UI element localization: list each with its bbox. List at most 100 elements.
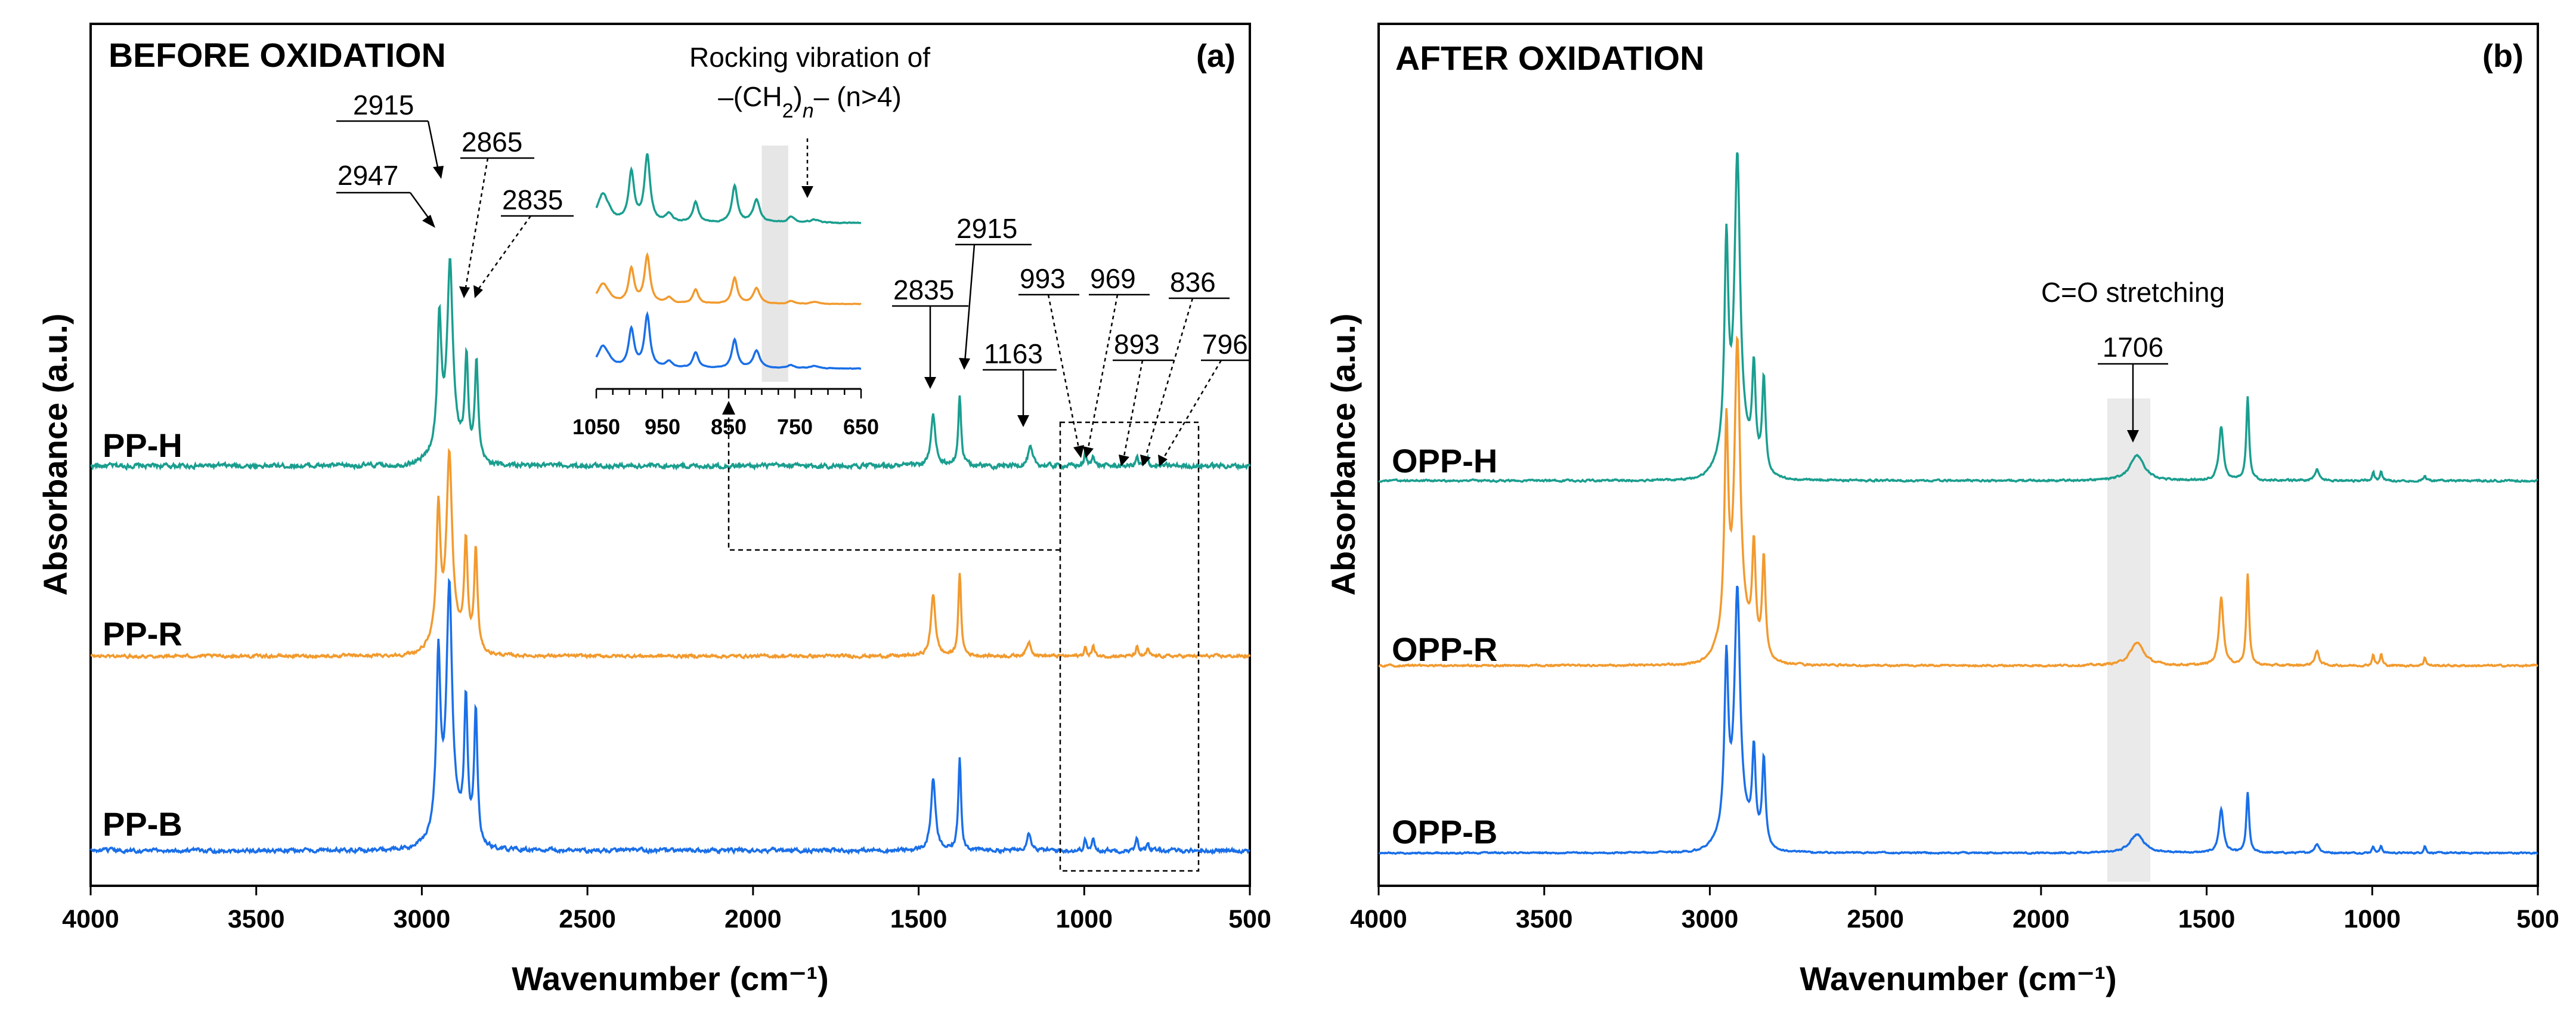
inset-rocking-vibration: Rocking vibration of –(CH2)n– (n>4) 1050… [572,42,930,439]
x-tick-label: 4000 [1350,905,1407,934]
panel-a-title: BEFORE OXIDATION [109,36,446,75]
x-tick-label: 3000 [394,905,451,934]
peak-label-2835: 2835 [502,184,563,215]
series-label-pp-r: PP-R [103,615,182,653]
series-line-pp-h [90,258,1251,471]
leader-2947 [409,192,432,221]
peak-label-836: 836 [1170,267,1216,298]
panel-b-x-axis-title: Wavenumber (cm⁻¹) [1800,960,2117,997]
x-tick-label: 2000 [2012,905,2070,934]
inset-series-lines [595,153,862,370]
carbonyl-annotation-title: C=O stretching [2041,277,2225,308]
panel-a-x-axis-title: Wavenumber (cm⁻¹) [512,960,829,997]
arrowhead-893 [1119,455,1129,466]
zoom-connector [727,412,1060,551]
x-tick-label: 3500 [1516,905,1573,934]
panel-a-frame [89,23,1251,887]
leader-2835 [476,215,532,292]
series-line-opp-h [1378,152,2538,483]
leader-969 [1086,294,1119,452]
panel-a-peak-labels: 2947 2915 2865 2835 2835 2915 1163 993 9… [338,89,1248,369]
peak-label-1163: 1163 [984,338,1043,369]
panel-a-x-ticks: 4000 3500 3000 2500 2000 1500 1000 500 [62,886,1271,934]
panel-b-letter: (b) [2482,38,2524,74]
panel-a-y-axis-title: Absorbance (a.u.) [36,314,74,596]
arrowhead-2915 [433,166,444,179]
inset-line-pp-r [595,252,862,305]
leader-2915 [427,120,440,174]
arrowhead-836 [1140,455,1151,466]
peak-label-2865: 2865 [462,126,522,157]
x-tick-label: 2000 [724,905,782,934]
series-label-pp-h: PP-H [103,426,182,464]
series-label-opp-h: OPP-H [1392,442,1497,480]
inset-tick-label: 650 [843,415,879,439]
series-line-pp-b [89,577,1250,855]
arrowhead-2915-b [959,358,970,370]
series-line-opp-r [1378,335,2538,668]
peak-label-2947: 2947 [338,160,398,191]
x-tick-label: 3500 [228,905,285,934]
panel-a-peak-arrowheads [422,166,1168,466]
series-line-pp-r [90,447,1251,660]
leader-836 [1144,298,1194,460]
panel-b-series-lines [1378,152,2538,855]
arrowhead-1163 [1017,415,1029,427]
panel-b-x-ticks: 4000 3500 3000 2500 2000 1500 1000 500 [1350,886,2559,934]
arrowhead-2865 [459,286,470,298]
x-tick-label: 500 [1228,905,1271,934]
arrowhead-969 [1083,446,1094,458]
panel-a-letter: (a) [1196,38,1236,74]
inset-line-pp-h [595,153,862,225]
peak-label-893: 893 [1114,329,1160,360]
peak-label-2915: 2915 [353,89,414,120]
panel-b-after-oxidation: AFTER OXIDATION (b) 4000 3500 3000 2500 2000… [1324,23,2559,997]
leader-2865 [464,157,489,292]
inset-title-line2: –(CH2)n– (n>4) [718,81,902,122]
inset-tick-label: 850 [711,415,747,439]
peak-label-2915-b: 2915 [956,213,1017,244]
arrowhead-993 [1073,445,1084,458]
inset-line-pp-b [595,311,862,370]
x-tick-label: 2500 [1847,905,1904,934]
peak-label-796: 796 [1202,329,1248,360]
arrowhead-796 [1158,455,1168,466]
panel-a-series-lines [89,258,1251,855]
panel-a-before-oxidation: BEFORE OXIDATION (a) 4000 3500 3000 2500 200… [36,23,1271,997]
arrowhead-2835 [473,285,483,298]
inset-tick-label: 950 [645,415,680,439]
leader-796 [1162,360,1222,460]
panel-b-frame [1377,23,2539,887]
leader-2915-b [964,244,976,363]
inset-arrowhead [801,186,813,198]
peak-label-2835-b: 2835 [893,274,954,305]
arrowhead-2835-b [924,377,936,389]
series-line-opp-b [1378,585,2538,855]
x-tick-label: 4000 [62,905,119,934]
inset-highlight-band [761,146,788,382]
carbonyl-highlight-band [2107,398,2151,882]
peak-label-993: 993 [1020,263,1066,294]
zoom-connector-arrowhead [722,401,735,415]
inset-tick-label: 1050 [572,415,620,439]
x-tick-label: 1000 [2343,905,2401,934]
series-label-pp-b: PP-B [103,805,182,843]
leader-993 [1047,294,1080,452]
x-tick-label: 1500 [890,905,948,934]
arrowhead-1706 [2127,430,2139,443]
x-tick-label: 1000 [1055,905,1113,934]
inset-title-line1: Rocking vibration of [689,42,930,73]
inset-tick-label: 750 [777,415,813,439]
carbonyl-peak-label: 1706 [2103,332,2163,363]
inset-x-ticks: 1050 950 850 750 650 [572,389,879,439]
leader-893 [1122,360,1144,460]
peak-label-969: 969 [1090,263,1136,294]
series-label-opp-b: OPP-B [1392,813,1497,851]
arrowhead-2947 [422,215,435,228]
series-label-opp-r: OPP-R [1392,630,1497,668]
zoom-region-box [1059,421,1200,872]
panel-b-title: AFTER OXIDATION [1395,39,1704,78]
x-tick-label: 1500 [2178,905,2236,934]
x-tick-label: 2500 [559,905,616,934]
